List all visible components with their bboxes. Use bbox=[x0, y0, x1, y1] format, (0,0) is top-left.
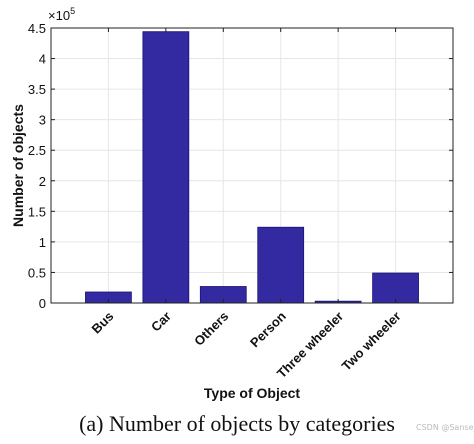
watermark: CSDN @Sanse_ bbox=[416, 423, 474, 432]
y-axis-label: Number of objects bbox=[10, 104, 26, 227]
y-tick-label: 0 bbox=[39, 296, 46, 311]
x-axis-label: Type of Object bbox=[204, 385, 301, 401]
bar-chart: 0 0.5 1 1.5 2 2.5 3 3.5 4 4.5 Bus Car Others Person T… bbox=[10, 6, 454, 401]
x-tick-label: Two wheeler bbox=[339, 309, 404, 374]
gridlines bbox=[51, 27, 453, 304]
y-tick-label: 1 bbox=[39, 235, 46, 250]
plot-frame bbox=[50, 27, 454, 304]
x-tick-label: Car bbox=[148, 309, 174, 335]
bars bbox=[85, 31, 419, 304]
bar-two-wheeler bbox=[372, 272, 419, 304]
x-tick-label: Bus bbox=[89, 309, 117, 337]
bar-car bbox=[142, 31, 190, 304]
y-tick-label: 4.5 bbox=[28, 21, 46, 36]
y-tick-label: 1.5 bbox=[28, 204, 46, 219]
x-tick-label: Person bbox=[247, 308, 289, 350]
y-exponent-power: 5 bbox=[70, 6, 75, 16]
y-tick-label: 4 bbox=[39, 52, 46, 67]
y-tick-label: 2 bbox=[39, 174, 46, 189]
y-tick-label: 3.5 bbox=[28, 82, 46, 97]
y-tick-label: 3 bbox=[39, 113, 46, 128]
y-ticks: 0 0.5 1 1.5 2 2.5 3 3.5 4 4.5 bbox=[28, 21, 453, 311]
x-tick-label: Others bbox=[191, 309, 231, 349]
bar-person bbox=[257, 226, 305, 304]
y-exponent-label: ×105 bbox=[48, 6, 75, 23]
y-tick-label: 2.5 bbox=[28, 143, 46, 158]
figure-caption: (a) Number of objects by categories bbox=[79, 411, 395, 436]
y-tick-label: 0.5 bbox=[28, 265, 46, 280]
